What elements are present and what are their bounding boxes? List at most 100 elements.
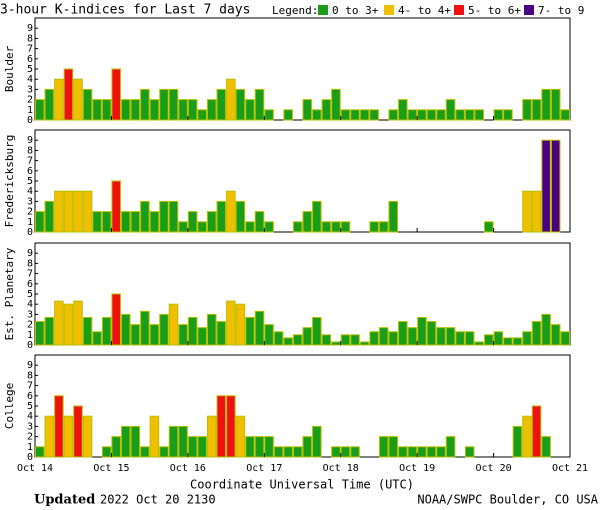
bar [44, 88, 55, 121]
bar [417, 109, 427, 121]
legend-swatch [318, 5, 328, 15]
bar [484, 334, 494, 346]
bar [120, 425, 131, 458]
bar [359, 341, 370, 346]
bar [44, 316, 55, 346]
y-tick-label: 1 [27, 105, 33, 116]
y-tick-label: 5 [27, 64, 33, 75]
y-tick-label: 4 [27, 74, 33, 85]
bar [130, 99, 141, 121]
bar [159, 313, 169, 346]
bar [226, 190, 236, 233]
bar [82, 190, 93, 233]
bar [73, 190, 83, 233]
bar [63, 415, 74, 458]
bar [550, 324, 561, 346]
bar [254, 310, 265, 346]
bar [111, 68, 121, 121]
bar [245, 221, 255, 233]
y-tick-label: 9 [27, 360, 33, 371]
bar [35, 446, 45, 458]
legend-swatch [454, 5, 464, 15]
y-axis-label: Est. Planetary [3, 247, 16, 340]
bar [283, 109, 293, 121]
legend-swatch [384, 5, 394, 15]
bar [388, 436, 399, 458]
bar [101, 211, 112, 233]
y-tick-label: 6 [27, 391, 33, 402]
x-tick-label: Oct 16 [170, 463, 206, 474]
legend-label: Legend: [272, 4, 318, 17]
bar [178, 425, 188, 458]
bar [331, 446, 341, 458]
bar [92, 211, 102, 233]
bar [512, 337, 523, 346]
y-tick-label: 6 [27, 166, 33, 177]
y-tick-label: 2 [27, 95, 33, 106]
bar [264, 436, 274, 458]
bar [445, 327, 456, 346]
x-tick-label: Oct 17 [246, 463, 282, 474]
y-tick-label: 4 [27, 186, 33, 197]
bar [140, 310, 150, 346]
y-tick-label: 1 [27, 442, 33, 453]
bar [541, 139, 551, 233]
bar [35, 211, 45, 233]
y-tick-label: 1 [27, 217, 33, 228]
y-tick-label: 3 [27, 309, 33, 320]
updated-time: 2022 Oct 20 2130 [100, 493, 216, 507]
x-tick-label: Oct 20 [476, 463, 512, 474]
x-tick-label: Oct 14 [17, 463, 53, 474]
bar [120, 313, 131, 346]
y-tick-label: 7 [27, 156, 33, 167]
bar [531, 99, 542, 121]
bar [541, 88, 551, 121]
bar [245, 316, 255, 346]
bar [378, 327, 389, 346]
bar [111, 293, 121, 346]
y-tick-label: 3 [27, 84, 33, 95]
bar [522, 99, 532, 121]
bar [302, 327, 313, 346]
bar [474, 109, 485, 121]
bar [550, 88, 561, 121]
bar [206, 211, 217, 233]
bar [292, 334, 303, 346]
bar [312, 200, 322, 233]
y-axis-label: Fredericksburg [3, 135, 16, 228]
bar [149, 324, 160, 346]
bar [101, 446, 112, 458]
bar [522, 415, 532, 458]
bar [82, 316, 93, 346]
y-tick-label: 4 [27, 411, 33, 422]
bar [149, 99, 160, 121]
bar [464, 109, 475, 121]
y-tick-label: 3 [27, 421, 33, 432]
bar [73, 78, 83, 121]
bar [187, 99, 198, 121]
bar [455, 331, 465, 346]
bar [197, 436, 207, 458]
bar [206, 415, 217, 458]
bar [522, 331, 532, 346]
bar [254, 436, 265, 458]
y-tick-label: 5 [27, 176, 33, 187]
x-axis-title: Coordinate Universal Time (UTC) [190, 478, 414, 492]
bar [283, 337, 293, 346]
bar [369, 109, 379, 121]
bar [493, 331, 504, 346]
bar [226, 78, 236, 121]
bar [388, 331, 399, 346]
y-tick-label: 0 [27, 227, 33, 238]
y-tick-label: 2 [27, 320, 33, 331]
legend-entry: 0 to 3+ [332, 4, 379, 17]
bar [369, 331, 379, 346]
bar [235, 303, 246, 346]
bar [436, 109, 446, 121]
bar [388, 109, 399, 121]
bar [82, 88, 93, 121]
bar [168, 425, 179, 458]
bar [426, 321, 437, 346]
bar [245, 436, 255, 458]
bar [464, 331, 475, 346]
